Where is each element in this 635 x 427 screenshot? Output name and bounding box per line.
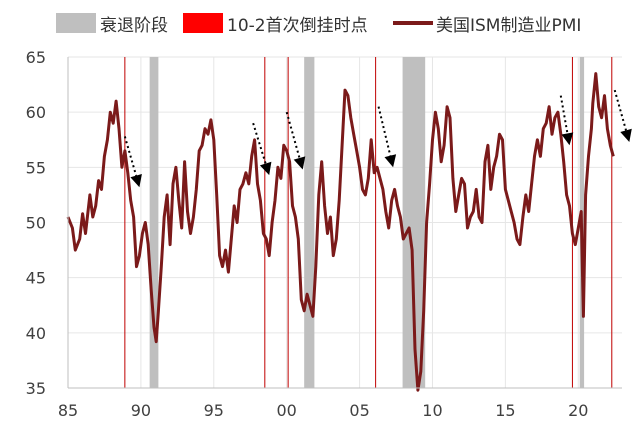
trend-arrow-shaft (613, 89, 628, 131)
legend-inversion-swatch (183, 13, 223, 33)
trend-arrow-shaft (123, 136, 138, 176)
pmi-series (66, 72, 615, 392)
x-tick-label: 05 (349, 401, 369, 420)
x-tick-label: 15 (495, 401, 515, 420)
trend-arrow-shaft (252, 122, 267, 164)
legend-recession-swatch (56, 13, 96, 33)
pmi-line (66, 72, 615, 392)
x-tick-label: 90 (131, 401, 151, 420)
legend-pmi-label: 美国ISM制造业PMI (436, 16, 581, 36)
axes: 35 40 45 50 55 60 65 85 90 95 00 05 10 15 20 (26, 48, 622, 420)
trend-arrow-head (130, 174, 142, 188)
trend-arrow-head (259, 161, 272, 176)
trend-arrows (123, 89, 632, 188)
y-tick-label: 50 (26, 214, 46, 233)
legend-recession-label: 衰退阶段 (100, 16, 168, 36)
trend-arrow-head (561, 132, 574, 146)
recession-band (402, 57, 426, 388)
x-tick-label: 10 (422, 401, 442, 420)
recession-band (149, 57, 159, 388)
y-tick-label: 55 (26, 158, 46, 177)
y-tick-label: 45 (26, 269, 46, 288)
y-tick-label: 40 (26, 324, 46, 343)
legend-inversion-label: 10-2首次倒挂时点 (227, 16, 368, 36)
trend-arrow-head (293, 156, 306, 170)
trend-arrow-shaft (377, 106, 392, 156)
x-tick-label: 00 (277, 401, 297, 420)
trend-arrow-shaft (559, 95, 569, 134)
x-tick-label: 20 (568, 401, 588, 420)
x-tick-label: 95 (204, 401, 224, 420)
trend-arrow-head (620, 128, 632, 142)
recession-band (304, 57, 315, 388)
y-tick-label: 65 (26, 48, 46, 67)
y-tick-label: 35 (26, 379, 46, 398)
legend: 衰退阶段 10-2首次倒挂时点 美国ISM制造业PMI (56, 13, 581, 36)
y-tick-label: 60 (26, 103, 46, 122)
x-tick-label: 85 (58, 401, 78, 420)
trend-arrow-head (384, 154, 397, 168)
